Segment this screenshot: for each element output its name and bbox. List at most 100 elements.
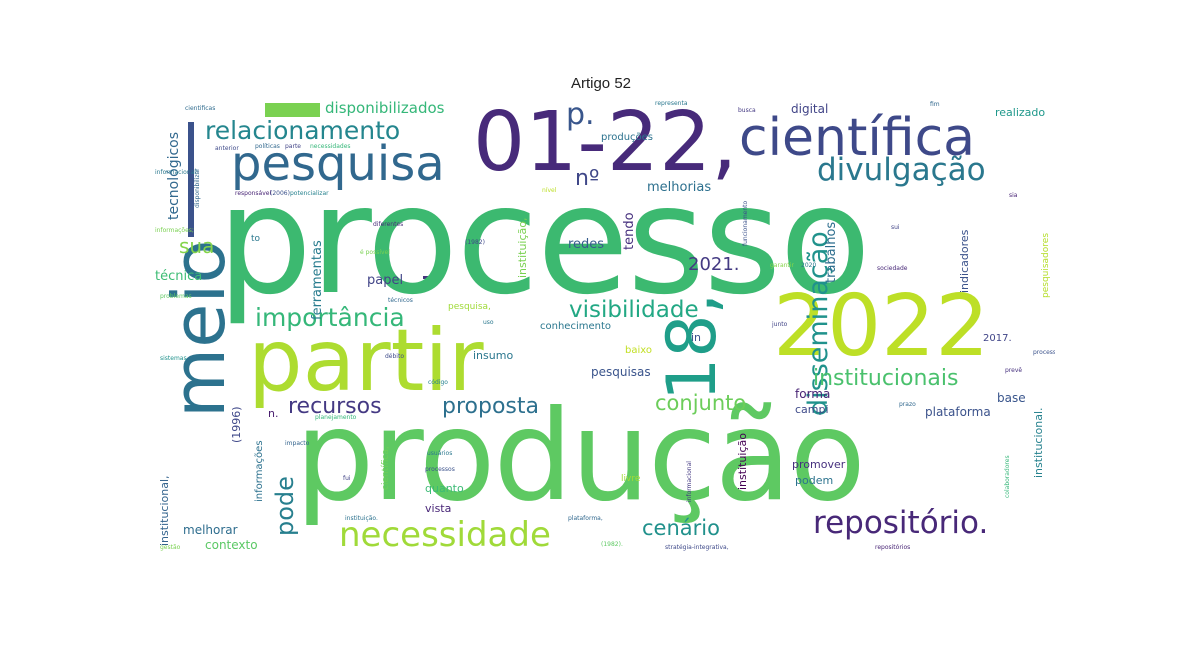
word-pesquisa: pesquisa: [231, 136, 445, 192]
word-0122: 01-22,: [473, 98, 738, 190]
word-institucional: institucional,: [158, 475, 171, 546]
word-informacoes: informações: [254, 440, 265, 502]
word-bar-decoration: [265, 103, 320, 117]
word-necessidade: necessidade: [339, 515, 551, 553]
word-tiny: prazo: [899, 401, 916, 408]
word-tiny: (1982): [465, 239, 485, 246]
word-tiny: usuários: [427, 450, 453, 457]
word-tiny: anterior: [215, 145, 239, 152]
word-tiny: parte: [285, 143, 301, 150]
word-melhorar: melhorar: [183, 523, 238, 537]
word-tiny: informações;: [155, 227, 194, 234]
word-tiny: instituição.: [345, 515, 378, 522]
word-pode: pode: [271, 476, 299, 536]
word-tiny: potencializar: [290, 190, 329, 197]
word-cloud: processo produção partir 01-22, 2022 18,…: [155, 98, 1055, 553]
word-tiny: sia: [1009, 192, 1018, 199]
word-promover: promover: [792, 458, 846, 471]
word-instituicao-comma: instituição,: [516, 217, 529, 278]
word-to: to: [251, 234, 261, 244]
word-quanto: quanto: [425, 482, 464, 495]
word-tendo: tendo: [622, 212, 637, 250]
word-tiny: sociedade: [877, 265, 908, 272]
word-tiny: impacto: [285, 440, 310, 447]
word-visibilidade: visibilidade: [569, 297, 699, 323]
word-tiny: código: [428, 379, 448, 386]
word-producoes: produções: [601, 132, 654, 143]
word-tiny: plataforma,: [568, 515, 603, 522]
word-trabalhos: trabalhos: [824, 221, 839, 283]
word-tiny: stratégia-integrativa,: [665, 544, 729, 551]
word-insumo: insumo: [473, 349, 514, 362]
word-tiny: informacional;: [155, 169, 198, 176]
word-tiny: cientificas: [185, 105, 216, 112]
word-cientifica: científica: [739, 108, 976, 168]
word-digital: digital: [791, 102, 829, 116]
word-in: in: [691, 331, 702, 344]
word-cenario: cenário: [642, 516, 720, 540]
word-ferramentas: ferramentas: [310, 240, 325, 320]
word-conhecimento: conhecimento: [540, 321, 611, 332]
word-p: p.: [566, 98, 595, 132]
word-institucional-dot: institucional.: [1032, 407, 1045, 478]
word-plataforma: plataforma: [925, 405, 991, 419]
word-tiny: busca: [738, 107, 756, 114]
word-tiny: informacional: [686, 461, 693, 502]
word-tiny: diferentes: [373, 221, 404, 228]
word-pesquisadores: pesquisadores: [1041, 232, 1051, 298]
word-tiny: sui: [891, 224, 900, 231]
word-tiny: disponibilizar: [194, 168, 201, 208]
word-contexto: contexto: [205, 538, 258, 552]
word-tiny: processos: [425, 466, 455, 473]
word-producao: produção: [295, 384, 866, 529]
word-cientifica-comma: científica,: [381, 446, 391, 490]
word-partir: partir: [248, 311, 484, 411]
word-indicadores: indicadores: [958, 229, 971, 293]
word-relacionamento: relacionamento: [205, 116, 401, 145]
word-tiny: garantir: [770, 262, 794, 269]
word-tiny: políticas: [255, 143, 280, 150]
word-tiny: débito: [385, 353, 404, 360]
word-instituicao: instituição: [736, 433, 749, 490]
word-tiny: planejamento: [315, 414, 357, 421]
word-redes: redes: [568, 237, 605, 252]
word-disponibilizados: disponibilizados: [325, 99, 445, 117]
word-divulgacao: divulgação: [817, 152, 986, 188]
word-pesquisas: pesquisas: [591, 365, 651, 379]
word-tiny: colaboradores: [1004, 455, 1011, 498]
word-livre: livre: [621, 474, 641, 484]
word-baixo: baixo: [625, 345, 652, 356]
chart-title: Artigo 52: [570, 75, 632, 92]
word-tiny: gestão: [160, 544, 181, 551]
word-tiny: pesquisa,: [448, 302, 491, 312]
word-tiny: (1982).: [601, 541, 623, 548]
word-no: nº: [575, 166, 600, 191]
word-forma: forma: [795, 387, 831, 401]
word-underscore: [423, 276, 441, 279]
word-tiny: nível: [542, 187, 557, 194]
word-meio: meio: [157, 239, 241, 419]
word-campi: campi: [795, 403, 829, 416]
word-tiny: responsável: [235, 190, 272, 197]
word-base: base: [997, 391, 1026, 405]
word-proposta: proposta: [442, 394, 539, 419]
word-tiny: técnicos: [388, 297, 413, 304]
word-tiny: problemas: [160, 293, 192, 300]
word-repositorio: repositório.: [813, 505, 989, 541]
word-recursos: recursos: [288, 394, 382, 419]
word-tiny: representa: [655, 100, 688, 107]
word-n: n.: [268, 407, 279, 420]
word-sua: sua: [179, 234, 215, 258]
word-vertical-bar: [188, 122, 194, 237]
word-tiny: (2006),: [270, 190, 292, 197]
word-tiny: repositórios: [875, 544, 911, 551]
word-tiny: 2020: [801, 262, 817, 269]
word-papel: papel: [367, 273, 404, 288]
word-1996: (1996): [230, 406, 243, 443]
word-tiny: uso: [483, 319, 494, 326]
word-melhorias: melhorias: [647, 180, 712, 195]
word-conjunto: conjunto: [655, 391, 747, 415]
word-2017: 2017.: [983, 333, 1012, 344]
word-realizado: realizado: [995, 106, 1046, 119]
word-processo: processo: [217, 154, 871, 328]
